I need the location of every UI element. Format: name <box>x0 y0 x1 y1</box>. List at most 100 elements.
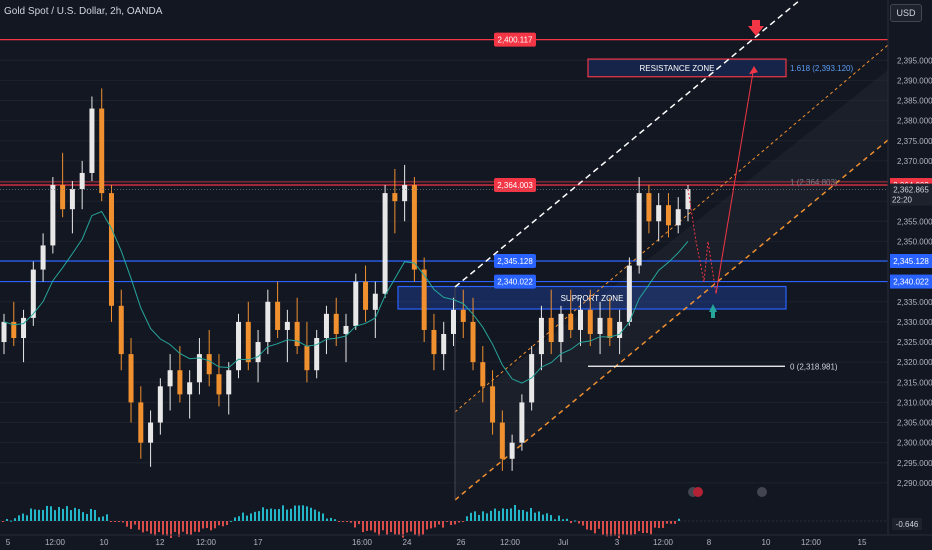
horizontal-levels[interactable]: 2,400.117 2,364.003 2,345.128 2,340.022 <box>0 32 888 289</box>
candle-body <box>568 313 574 330</box>
macd-bar <box>230 520 232 522</box>
resistance-zone <box>587 58 787 78</box>
macd-bar <box>122 521 124 523</box>
macd-bar <box>318 511 320 521</box>
candle-body <box>460 309 466 322</box>
axis-price-tag <box>890 254 932 269</box>
candle-body <box>196 354 202 383</box>
projection-arrows[interactable] <box>687 20 764 318</box>
candle-body <box>382 193 388 294</box>
macd-bar <box>406 521 408 533</box>
macd-bar <box>158 521 160 533</box>
macd-bar <box>482 511 484 521</box>
macd-bar <box>674 521 676 524</box>
macd-bar <box>494 508 496 521</box>
macd-bar <box>94 509 96 521</box>
macd-bar <box>34 509 36 521</box>
macd-bar <box>346 521 348 522</box>
macd-bar <box>582 521 584 526</box>
macd-bar <box>622 521 624 535</box>
support-zone <box>397 285 787 310</box>
price-axis[interactable]: 2,395.000 2,390.000 2,385.000 2,380.000 2,37… <box>0 0 932 536</box>
channel-lower-line <box>454 139 889 501</box>
down-arrow-icon <box>748 26 764 36</box>
y-tick-label: 2,370.000 <box>897 157 932 166</box>
macd-bar <box>182 521 184 532</box>
macd-bar <box>590 521 592 531</box>
y-tick-label: 2,355.000 <box>897 217 932 226</box>
candle-body <box>363 281 369 310</box>
macd-bar <box>42 509 44 521</box>
macd-bar <box>434 521 436 528</box>
candle-body <box>519 402 525 443</box>
candle-body <box>558 313 564 343</box>
macd-bar <box>606 521 608 537</box>
macd-bar <box>470 512 472 521</box>
macd-bar <box>10 520 12 522</box>
y-tick-label: 2,335.000 <box>897 298 932 307</box>
y-tick-label: 2,390.000 <box>897 76 932 85</box>
macd-bar <box>510 508 512 521</box>
macd-bar <box>62 508 64 521</box>
candle-body <box>597 317 603 334</box>
macd-bar <box>118 521 120 522</box>
macd-bar <box>322 513 324 521</box>
y-tick-label: 2,315.000 <box>897 378 932 387</box>
candle-body <box>587 309 593 334</box>
macd-bar <box>630 521 632 536</box>
macd-bar <box>558 515 560 521</box>
candle-body <box>294 321 300 347</box>
macd-bar <box>562 519 564 521</box>
macd-bar <box>110 521 112 522</box>
candle-body <box>499 422 505 459</box>
axis-price-tag-text: 2,345.128 <box>893 257 929 266</box>
macd-bar <box>266 509 268 521</box>
macd-bar <box>566 518 568 521</box>
candle-body <box>265 301 271 343</box>
macd-bar <box>614 521 616 536</box>
macd-bar <box>298 505 300 521</box>
macd-bar <box>418 521 420 537</box>
countdown-text: 22:20 <box>892 196 913 205</box>
macd-bar <box>506 509 508 521</box>
candle-body <box>450 309 456 334</box>
macd-bar <box>18 515 20 521</box>
candle-body <box>490 386 496 423</box>
macd-bar <box>202 521 204 529</box>
macd-bar <box>458 521 460 523</box>
candle-body <box>323 313 329 339</box>
currency-button[interactable]: USD <box>890 4 922 22</box>
candle-body <box>1 321 7 343</box>
macd-bar <box>386 521 388 535</box>
candle-body <box>665 205 671 226</box>
candle-body <box>646 193 652 222</box>
zone-label: SUPPORT ZONE <box>561 294 624 303</box>
macd-bar <box>338 521 340 522</box>
macd-bar <box>626 521 628 536</box>
macd-bar <box>46 505 48 521</box>
macd-bar <box>234 517 236 521</box>
x-tick-label: 12:00 <box>801 538 822 547</box>
macd-bar <box>602 521 604 536</box>
up-arrow-stem <box>711 312 715 318</box>
candle-body <box>99 108 105 194</box>
macd-bar <box>546 513 548 521</box>
macd-bar <box>618 521 620 539</box>
macd-bar <box>242 512 244 521</box>
macd-bar <box>186 521 188 535</box>
zones[interactable]: RESISTANCE ZONE SUPPORT ZONE <box>397 58 787 310</box>
level-tag <box>494 254 536 269</box>
macd-bar <box>114 521 116 522</box>
macd-bar <box>178 521 180 537</box>
time-axis[interactable]: 5 12:00 10 12 12:00 17 16:00 24 26 12:00 Jul 3 12:00… <box>6 538 867 547</box>
macd-bar <box>198 521 200 533</box>
macd-bar <box>50 506 52 521</box>
macd-bar <box>502 508 504 521</box>
macd-bar <box>142 521 144 533</box>
y-tick-label: 2,350.000 <box>897 237 932 246</box>
macd-bar <box>314 509 316 521</box>
macd-bar <box>430 521 432 529</box>
macd-bar <box>390 521 392 533</box>
candle-body <box>402 185 408 202</box>
